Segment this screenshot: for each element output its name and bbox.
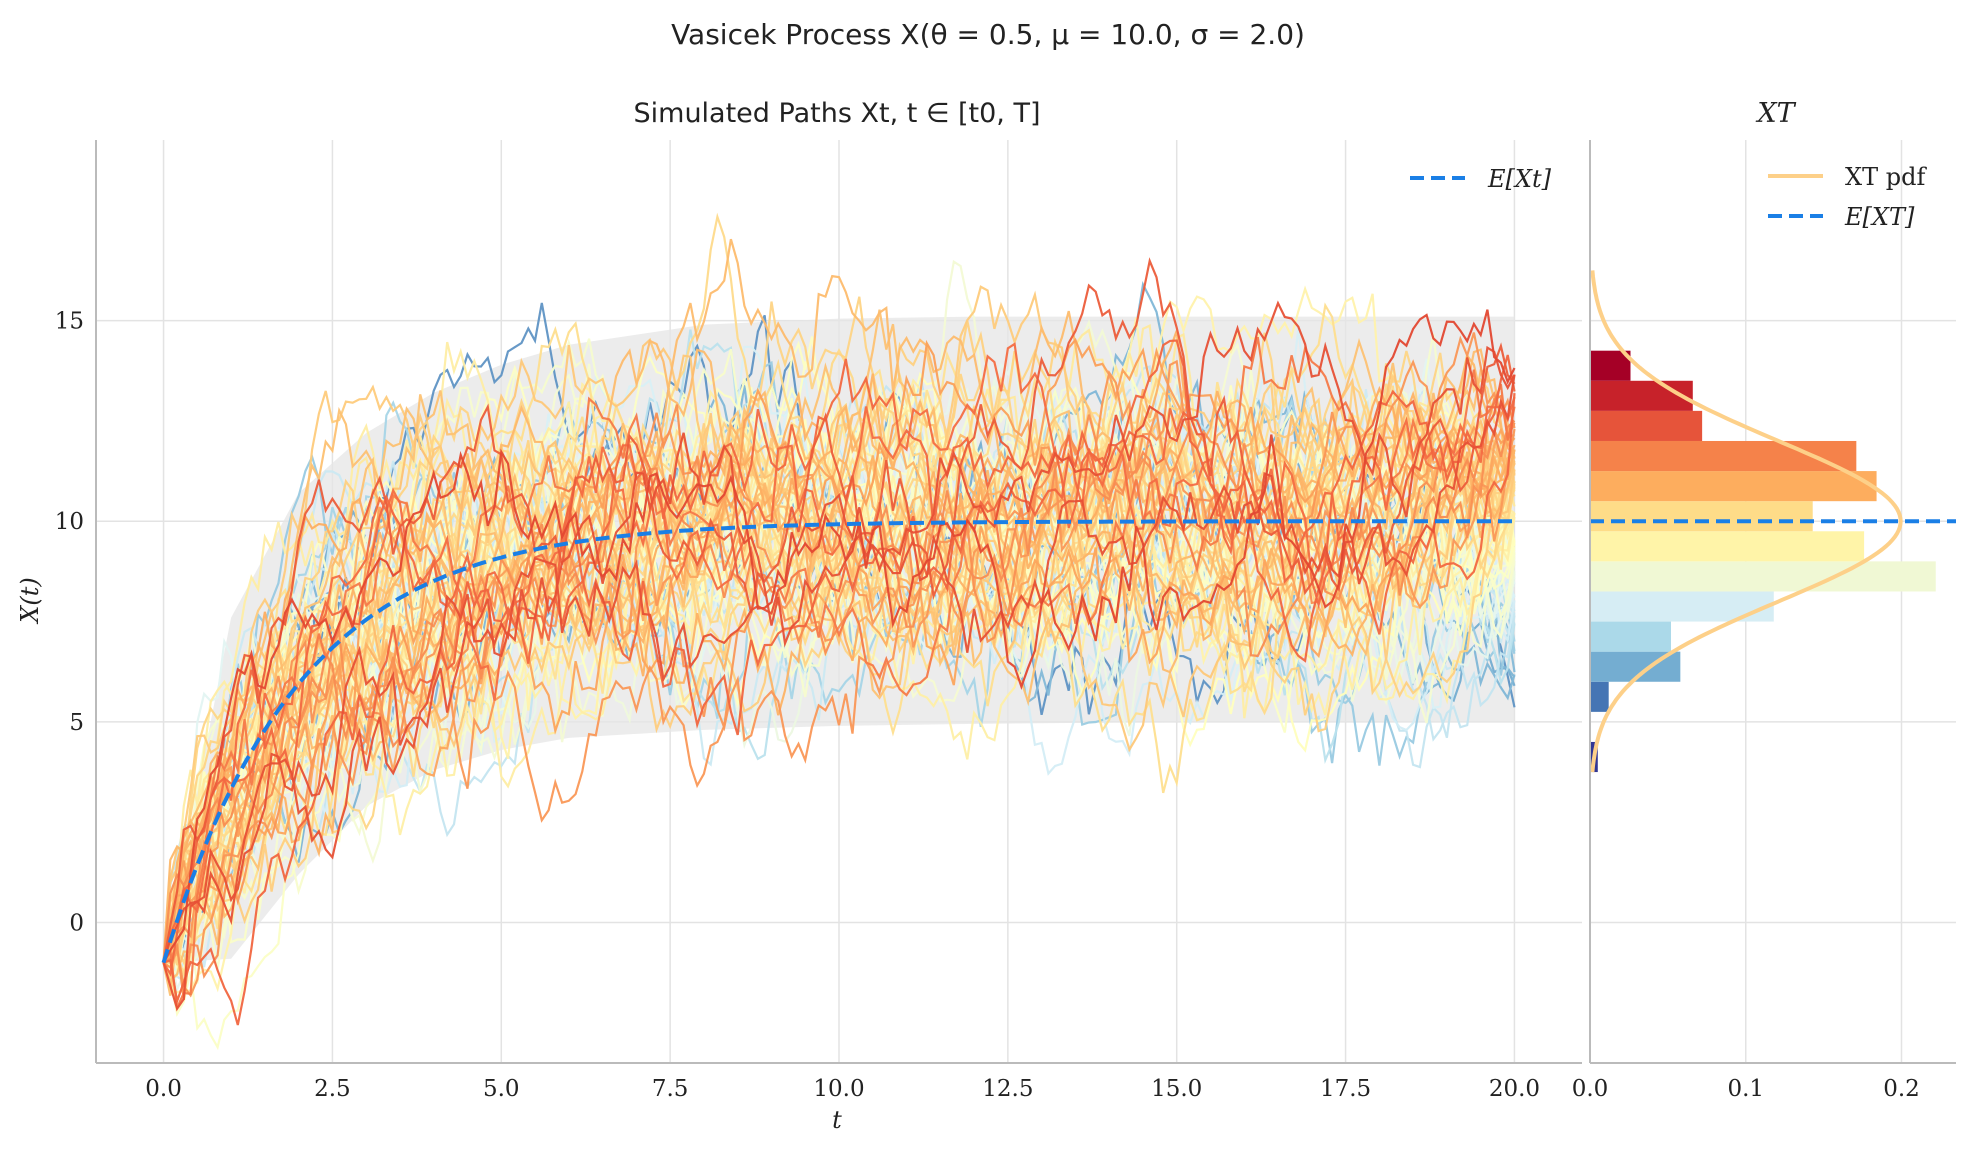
path-line	[162, 296, 1516, 966]
histogram-bar	[1590, 380, 1693, 411]
x-tick-label: 12.5	[982, 1076, 1033, 1102]
legend-pdf-label: XT pdf	[1845, 163, 1927, 191]
paths-panel: Simulated Paths Xt, t ∈ [t0, T] 0.0 2.5 5.…	[16, 98, 1582, 1134]
legend-expectation-label: E[Xt]	[1487, 165, 1552, 193]
path-line	[162, 338, 1516, 996]
paths-x-ticks: 0.0 2.5 5.0 7.5 10.0 12.5 15.0 17.5 20.0	[145, 1076, 1540, 1102]
path-line	[163, 339, 1516, 1026]
path-line	[162, 257, 1516, 963]
x-tick-label: 0.0	[145, 1076, 182, 1102]
histogram-bar	[1590, 681, 1609, 712]
histogram-bar	[1590, 621, 1671, 652]
distribution-x-tick-label: 0.2	[1883, 1076, 1920, 1102]
path-line	[162, 369, 1516, 998]
simulated-paths	[162, 212, 1516, 1051]
x-tick-label: 10.0	[813, 1076, 864, 1102]
distribution-x-ticks: 0.0 0.1 0.2	[1572, 1076, 1920, 1102]
distribution-x-tick-label: 0.1	[1727, 1076, 1764, 1102]
histogram-bar	[1590, 410, 1703, 441]
y-tick-label: 5	[69, 710, 84, 736]
x-tick-label: 5.0	[483, 1076, 520, 1102]
distribution-axes	[1589, 140, 1956, 1064]
histogram-bar	[1590, 471, 1877, 502]
x-tick-label: 17.5	[1320, 1076, 1371, 1102]
x-axis-label: t	[832, 1106, 842, 1134]
paths-legend: E[Xt]	[1410, 165, 1552, 193]
histogram-bar	[1590, 350, 1631, 381]
path-line	[162, 419, 1516, 963]
histogram-bars	[1590, 350, 1936, 773]
distribution-x-tick-label: 0.0	[1572, 1076, 1609, 1102]
paths-panel-title: Simulated Paths Xt, t ∈ [t0, T]	[634, 98, 1041, 129]
y-tick-label: 10	[55, 509, 84, 535]
y-tick-label: 0	[69, 911, 84, 937]
distribution-panel: XT 0.0 0.1 0.2 XT pdf E[XT]	[1572, 98, 1956, 1102]
path-line	[162, 300, 1516, 964]
path-line	[162, 358, 1516, 977]
paths-axes	[95, 140, 1582, 1064]
y-axis-label: X(t)	[16, 577, 44, 624]
histogram-bar	[1590, 561, 1936, 592]
x-tick-label: 2.5	[314, 1076, 351, 1102]
path-line	[162, 374, 1516, 1012]
paths-y-ticks: 0 5 10 15	[55, 309, 84, 937]
distribution-panel-title: XT	[1755, 98, 1796, 129]
distribution-legend: XT pdf E[XT]	[1768, 163, 1927, 231]
x-tick-label: 7.5	[652, 1076, 689, 1102]
histogram-bar	[1590, 501, 1813, 532]
path-line	[162, 353, 1516, 963]
path-line	[162, 309, 1516, 964]
expectation-line	[161, 519, 1515, 964]
figure-suptitle: Vasicek Process X(θ = 0.5, μ = 10.0, σ =…	[671, 18, 1305, 51]
path-line	[162, 396, 1516, 964]
x-tick-label: 15.0	[1151, 1076, 1202, 1102]
path-line	[162, 212, 1516, 964]
y-tick-label: 15	[55, 309, 84, 335]
x-tick-label: 20.0	[1489, 1076, 1540, 1102]
histogram-bar	[1590, 531, 1865, 562]
legend-mean-label: E[XT]	[1844, 203, 1915, 231]
pdf-curve	[1590, 270, 1903, 773]
